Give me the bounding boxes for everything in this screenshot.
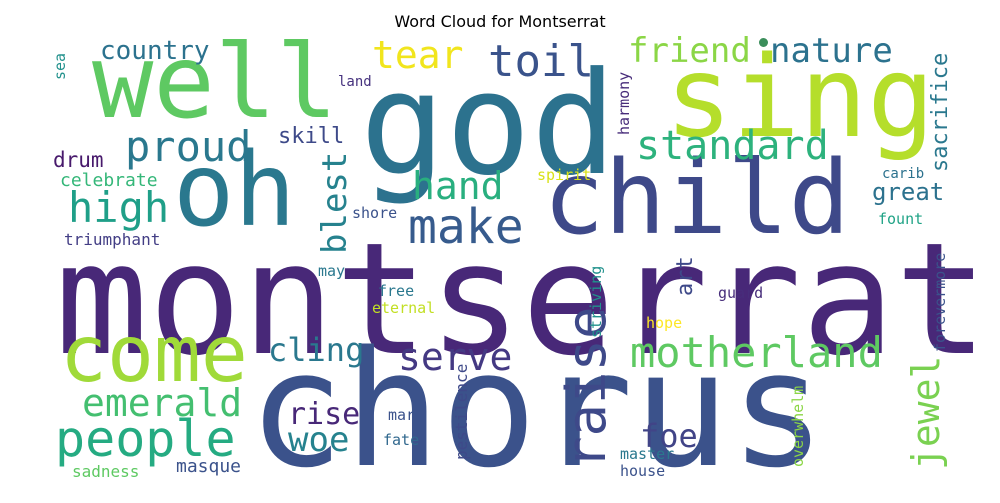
word-emerald: emerald bbox=[82, 381, 243, 425]
word-foe: foe bbox=[640, 417, 698, 455]
word-come: come bbox=[60, 310, 248, 400]
word-toil: toil bbox=[488, 36, 594, 87]
word-rise: rise bbox=[288, 397, 361, 432]
word-mar: mar bbox=[388, 406, 416, 424]
word-make: make bbox=[408, 199, 524, 255]
word-overwhelm: overwhelm bbox=[789, 385, 807, 467]
word-fate: fate bbox=[383, 431, 420, 449]
word-serve: serve bbox=[398, 335, 513, 379]
word-sea: sea bbox=[51, 52, 69, 80]
word-woe: woe bbox=[288, 420, 350, 460]
word-chorus: chorus bbox=[248, 316, 826, 503]
word-art: art bbox=[673, 256, 698, 296]
word-god: god bbox=[360, 42, 617, 207]
word-cling: cling bbox=[268, 331, 365, 369]
word-striving: striving bbox=[587, 265, 605, 338]
word-nature: nature bbox=[770, 31, 893, 71]
word-tear: tear bbox=[372, 33, 464, 77]
word-harmony: harmony bbox=[615, 71, 633, 135]
word-hope: hope bbox=[646, 314, 683, 332]
word-well: well bbox=[92, 23, 338, 142]
word-great: great bbox=[872, 178, 945, 206]
word-sadness: sadness bbox=[72, 462, 140, 481]
word-master: master bbox=[620, 445, 675, 463]
word-land: land bbox=[338, 74, 372, 90]
word-blest: blest bbox=[315, 151, 355, 254]
word-jewel: jewel bbox=[904, 355, 948, 470]
word-fount: fount bbox=[878, 210, 924, 228]
word-oh: oh bbox=[173, 131, 296, 250]
word-sing: sing bbox=[665, 33, 935, 163]
word-child: child bbox=[543, 139, 851, 258]
word-sacrifice: sacrifice bbox=[928, 52, 953, 172]
word-forevermore: forevermore bbox=[931, 252, 949, 352]
word-masque: masque bbox=[176, 456, 242, 477]
word-guard: guard bbox=[718, 284, 764, 302]
decorative-dot bbox=[759, 38, 768, 47]
word-proud: proud bbox=[125, 122, 252, 171]
word-people: people bbox=[55, 410, 236, 468]
word-standard: standard bbox=[636, 123, 829, 169]
word-shore: shore bbox=[352, 204, 398, 222]
word-celebrate: celebrate bbox=[60, 170, 158, 191]
word-pestilence: pestilence bbox=[452, 363, 471, 460]
word-country: country bbox=[100, 36, 210, 66]
word-eternal: eternal bbox=[372, 299, 436, 317]
word-drum: drum bbox=[53, 148, 104, 172]
word-free: free bbox=[378, 282, 415, 300]
word-spirit: spirit bbox=[537, 166, 592, 184]
word-house: house bbox=[620, 462, 666, 480]
chart-title: Word Cloud for Montserrat bbox=[394, 12, 606, 31]
word-triumphant: triumphant bbox=[64, 230, 161, 249]
word-montserrat: montserrat bbox=[55, 209, 989, 390]
word-high: high bbox=[68, 183, 170, 232]
word-carib: carib bbox=[882, 166, 925, 182]
word-may: may bbox=[318, 262, 346, 280]
word-motherland: motherland bbox=[630, 328, 883, 377]
word-skill: skill bbox=[278, 124, 345, 149]
word-friend: friend bbox=[628, 31, 751, 71]
word-hand: hand bbox=[412, 164, 504, 208]
